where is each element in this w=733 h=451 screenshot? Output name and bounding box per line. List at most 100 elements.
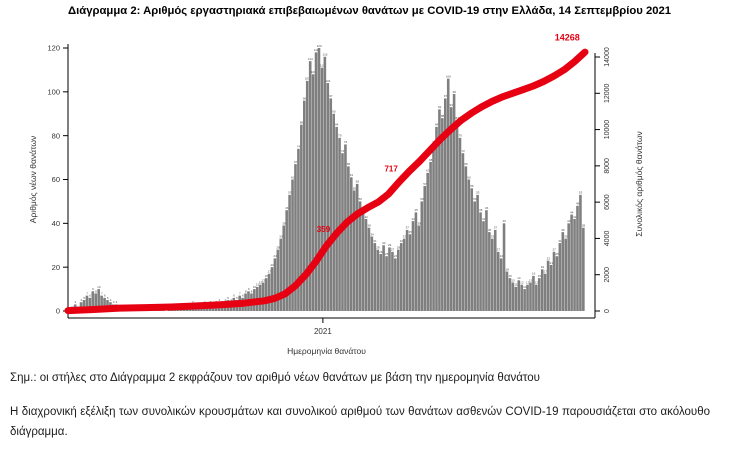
svg-text:15: 15 <box>538 274 542 278</box>
svg-text:33: 33 <box>564 234 568 238</box>
svg-text:50: 50 <box>420 197 424 201</box>
svg-text:118: 118 <box>314 48 319 52</box>
svg-text:5: 5 <box>83 296 85 300</box>
svg-text:9: 9 <box>92 287 94 291</box>
svg-text:120: 120 <box>317 44 322 48</box>
svg-text:92: 92 <box>438 105 442 109</box>
svg-text:38: 38 <box>582 224 586 228</box>
svg-text:84: 84 <box>335 123 339 127</box>
svg-text:25: 25 <box>385 252 389 256</box>
svg-text:104: 104 <box>325 79 330 83</box>
svg-text:114: 114 <box>308 57 313 61</box>
svg-text:31: 31 <box>373 239 377 243</box>
left-axis: 0 20 40 60 80 100 120 Αριθμός νέων θανάτων <box>28 44 69 318</box>
svg-text:42: 42 <box>573 215 577 219</box>
svg-text:11: 11 <box>514 283 517 287</box>
svg-text:111: 111 <box>320 64 325 68</box>
svg-text:87: 87 <box>456 116 460 120</box>
svg-text:76: 76 <box>344 140 348 144</box>
svg-text:28: 28 <box>376 245 380 249</box>
svg-text:5: 5 <box>236 296 238 300</box>
svg-text:24: 24 <box>500 254 504 258</box>
svg-text:27: 27 <box>552 248 556 252</box>
svg-text:8: 8 <box>95 289 97 293</box>
x-axis-title: Ημερομηνία θανάτου <box>287 346 366 356</box>
svg-text:66: 66 <box>347 162 351 166</box>
svg-text:108: 108 <box>311 70 316 74</box>
annotation-717: 717 <box>384 164 398 173</box>
svg-text:33: 33 <box>491 234 495 238</box>
svg-text:97: 97 <box>329 94 333 98</box>
svg-text:50: 50 <box>359 197 363 201</box>
svg-text:0: 0 <box>604 309 611 313</box>
svg-text:12: 12 <box>520 281 524 285</box>
svg-text:5: 5 <box>227 296 229 300</box>
svg-text:105: 105 <box>305 77 310 81</box>
cumulative-line <box>64 48 589 315</box>
svg-text:6: 6 <box>233 294 235 298</box>
svg-text:53: 53 <box>579 191 583 195</box>
svg-text:15: 15 <box>508 274 512 278</box>
svg-text:6: 6 <box>89 294 91 298</box>
svg-text:42: 42 <box>364 215 368 219</box>
svg-text:93: 93 <box>450 103 454 107</box>
svg-text:28: 28 <box>397 245 401 249</box>
svg-text:37: 37 <box>494 226 498 230</box>
svg-text:53: 53 <box>288 191 292 195</box>
svg-text:34: 34 <box>370 232 374 236</box>
svg-text:12: 12 <box>526 281 530 285</box>
svg-text:4: 4 <box>224 298 226 302</box>
svg-text:25: 25 <box>555 252 559 256</box>
svg-text:48: 48 <box>576 202 580 206</box>
svg-text:60: 60 <box>52 175 60 184</box>
svg-text:68: 68 <box>429 158 433 162</box>
svg-text:97: 97 <box>444 94 448 98</box>
svg-text:26: 26 <box>379 250 383 254</box>
svg-text:6: 6 <box>104 294 106 298</box>
svg-text:4: 4 <box>230 298 232 302</box>
svg-text:8000: 8000 <box>604 158 611 174</box>
svg-text:9: 9 <box>248 287 250 291</box>
svg-text:2000: 2000 <box>604 267 611 283</box>
svg-text:10: 10 <box>97 285 101 289</box>
svg-text:12: 12 <box>259 281 263 285</box>
svg-text:10: 10 <box>253 285 257 289</box>
svg-text:16: 16 <box>532 272 536 276</box>
svg-text:72: 72 <box>341 149 345 153</box>
svg-text:12: 12 <box>535 281 539 285</box>
svg-text:24: 24 <box>394 254 398 258</box>
svg-text:6000: 6000 <box>604 194 611 210</box>
svg-text:11: 11 <box>256 283 259 287</box>
svg-text:63: 63 <box>426 169 430 173</box>
annotations-group: 359 717 14268 <box>317 33 580 234</box>
svg-text:106: 106 <box>446 74 451 78</box>
svg-text:31: 31 <box>400 239 404 243</box>
svg-text:14000: 14000 <box>604 47 611 67</box>
svg-text:13: 13 <box>511 278 515 282</box>
svg-text:29: 29 <box>388 243 392 247</box>
svg-text:36: 36 <box>488 228 492 232</box>
annotation-359: 359 <box>317 225 331 234</box>
svg-text:74: 74 <box>297 145 301 149</box>
svg-text:39: 39 <box>282 221 286 225</box>
svg-text:53: 53 <box>476 191 480 195</box>
svg-text:4: 4 <box>218 298 220 302</box>
svg-text:24: 24 <box>273 254 277 258</box>
svg-text:46: 46 <box>285 206 289 210</box>
followup-paragraph: Η διαχρονική εξέλιξη των συνολικών κρουσ… <box>10 406 710 438</box>
svg-text:90: 90 <box>332 110 336 114</box>
chart-title: Διάγραμμα 2: Αριθμός εργαστηριακά επιβεβ… <box>68 5 672 17</box>
svg-text:2021: 2021 <box>314 327 332 336</box>
svg-text:41: 41 <box>411 217 415 221</box>
svg-text:46: 46 <box>485 206 489 210</box>
svg-text:61: 61 <box>350 173 354 177</box>
svg-text:17: 17 <box>544 270 548 274</box>
svg-text:8: 8 <box>251 289 253 293</box>
svg-text:38: 38 <box>367 224 371 228</box>
svg-text:120: 120 <box>47 44 60 53</box>
svg-text:5: 5 <box>107 296 109 300</box>
svg-text:6: 6 <box>242 294 244 298</box>
svg-text:55: 55 <box>353 186 357 190</box>
